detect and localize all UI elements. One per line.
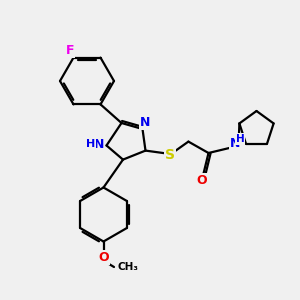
Text: S: S — [165, 148, 175, 162]
Text: O: O — [196, 173, 207, 187]
Text: H: H — [236, 134, 244, 144]
Text: N: N — [140, 116, 151, 129]
Text: N: N — [230, 137, 240, 150]
Text: H: H — [86, 139, 95, 149]
Text: CH₃: CH₃ — [117, 262, 138, 272]
Text: F: F — [66, 44, 74, 57]
Text: N: N — [94, 137, 104, 151]
Text: O: O — [98, 251, 109, 264]
